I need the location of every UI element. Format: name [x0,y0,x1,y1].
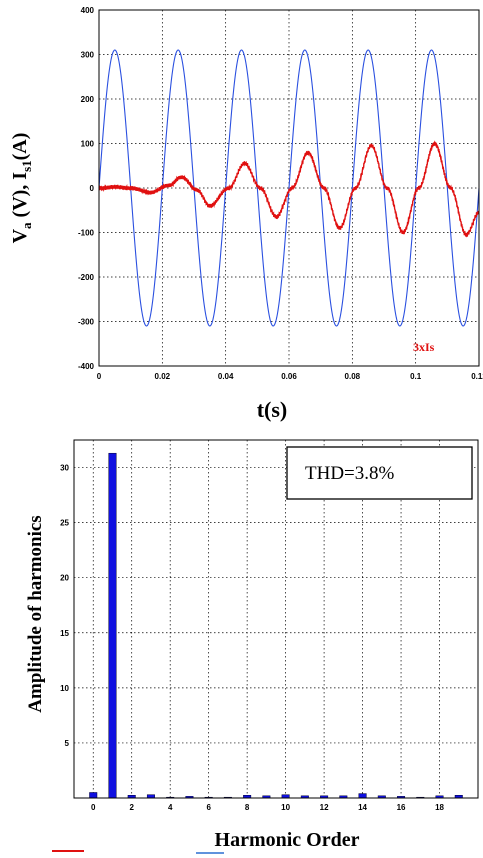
harmonics-x-tick-label: 8 [245,803,250,812]
waveform-y-axis-title: Va (V), Is1(A) [9,133,34,244]
waveform-x-ticks: 0 0.02 0.04 0.06 0.08 0.1 0.12 [97,372,483,381]
waveform-y-tick-label: -100 [78,229,95,238]
waveform-x-tick-label: 0 [97,372,102,381]
waveform-x-axis-title: t(s) [257,397,288,422]
waveform-y-tick-label: 100 [81,140,95,149]
harmonics-chart: 0 2 4 6 8 10 12 14 16 18 5 10 15 20 25 30 THD=3.8% Amp… [25,439,479,854]
waveform-y-tick-label: -200 [78,273,95,282]
waveform-y-tick-label: -300 [78,318,95,327]
harmonics-x-tick-label: 18 [435,803,444,812]
harmonics-y-axis-title: Amplitude of harmonics [25,515,46,712]
harmonics-y-tick-label: 25 [60,519,69,528]
thd-box [286,446,473,500]
waveform-x-tick-label: 0.04 [218,372,234,381]
current-series-line [98,140,480,238]
thd-annotation: THD=3.8% [305,463,395,484]
harmonics-x-tick-label: 2 [129,803,134,812]
harmonic-bar-14 [358,793,367,799]
harmonics-y-tick-label: 5 [65,739,70,748]
harmonics-y-tick-label: 10 [60,684,69,693]
waveform-x-tick-label: 0.12 [471,372,483,381]
harmonics-x-tick-label: 6 [206,803,211,812]
harmonics-x-tick-label: 12 [320,803,329,812]
waveform-series [98,49,480,327]
harmonics-x-tick-label: 14 [358,803,367,812]
waveform-y-tick-label: -400 [78,362,95,371]
waveform-y-ticks: 400 300 200 100 0 -100 -200 -300 -400 [78,6,95,371]
harmonics-y-ticks: 5 10 15 20 25 30 [60,464,69,748]
harmonics-plot-frame [73,439,479,799]
waveform-y-tick-label: 0 [90,184,95,193]
waveform-y-tick-label: 300 [81,51,95,60]
harmonics-y-tick-label: 20 [60,574,69,583]
harmonics-plot-area [74,440,478,798]
harmonic-bar-1 [108,452,117,799]
waveform-x-tick-label: 0.1 [410,372,422,381]
waveform-annotation: 3xIs [413,340,435,354]
harmonics-x-axis-title: Harmonic Order [215,829,360,851]
harmonics-x-tick-label: 4 [168,803,173,812]
waveform-y-tick-label: 400 [81,6,95,15]
harmonics-x-tick-label: 16 [397,803,406,812]
harmonics-y-tick-label: 30 [60,464,69,473]
waveform-chart: 0 0.02 0.04 0.06 0.08 0.1 0.12 400 300 200 100 0 -1… [9,6,483,422]
waveform-plot-frame [98,9,480,367]
waveform-x-tick-label: 0.02 [155,372,171,381]
harmonics-x-ticks: 0 2 4 6 8 10 12 14 16 18 [91,803,445,812]
harmonics-x-tick-label: 10 [281,803,290,812]
harmonic-bar-0 [89,792,98,799]
harmonics-x-tick-label: 0 [91,803,96,812]
waveform-y-tick-label: 200 [81,95,95,104]
waveform-x-tick-label: 0.06 [281,372,297,381]
harmonics-y-tick-label: 15 [60,629,69,638]
waveform-x-tick-label: 0.08 [345,372,361,381]
